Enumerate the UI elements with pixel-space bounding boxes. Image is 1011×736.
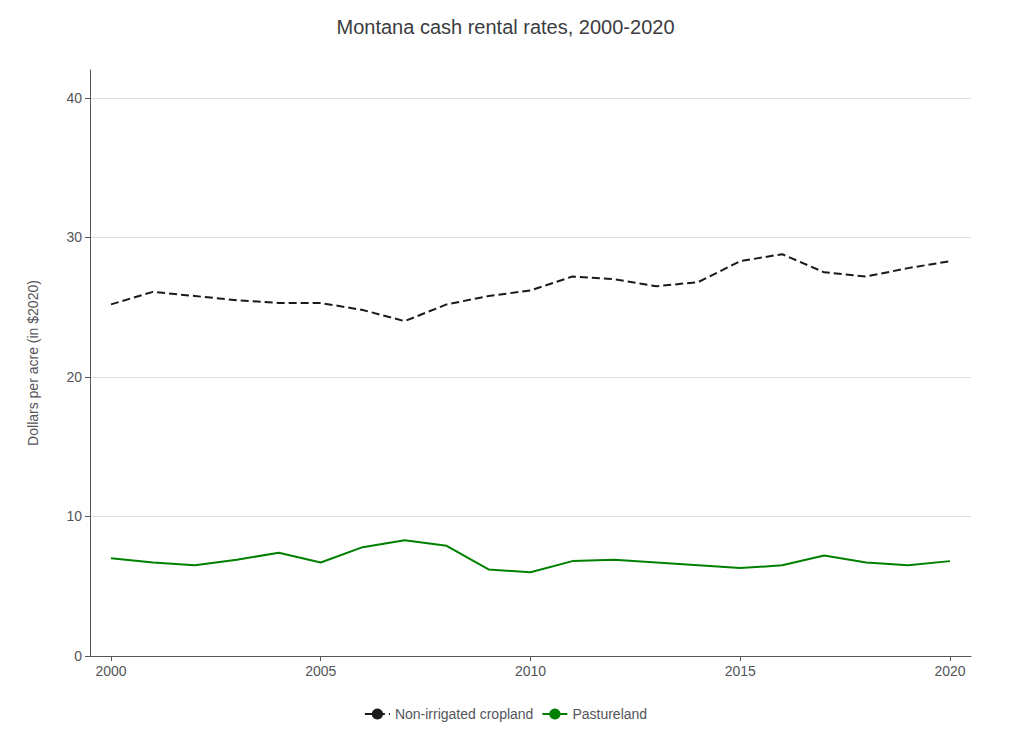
- svg-text:40: 40: [66, 90, 82, 106]
- svg-text:10: 10: [66, 508, 82, 524]
- svg-text:Montana cash rental rates, 200: Montana cash rental rates, 2000-2020: [337, 16, 675, 38]
- svg-text:20: 20: [66, 369, 82, 385]
- svg-text:2020: 2020: [934, 663, 965, 679]
- svg-text:30: 30: [66, 229, 82, 245]
- svg-text:2015: 2015: [725, 663, 756, 679]
- svg-text:Dollars per acre (in $2020): Dollars per acre (in $2020): [25, 280, 41, 446]
- svg-text:Pastureland: Pastureland: [572, 706, 647, 722]
- svg-text:2000: 2000: [95, 663, 126, 679]
- svg-text:2005: 2005: [305, 663, 336, 679]
- svg-text:2010: 2010: [515, 663, 546, 679]
- svg-text:Non-irrigated cropland: Non-irrigated cropland: [395, 706, 534, 722]
- svg-text:0: 0: [74, 648, 82, 664]
